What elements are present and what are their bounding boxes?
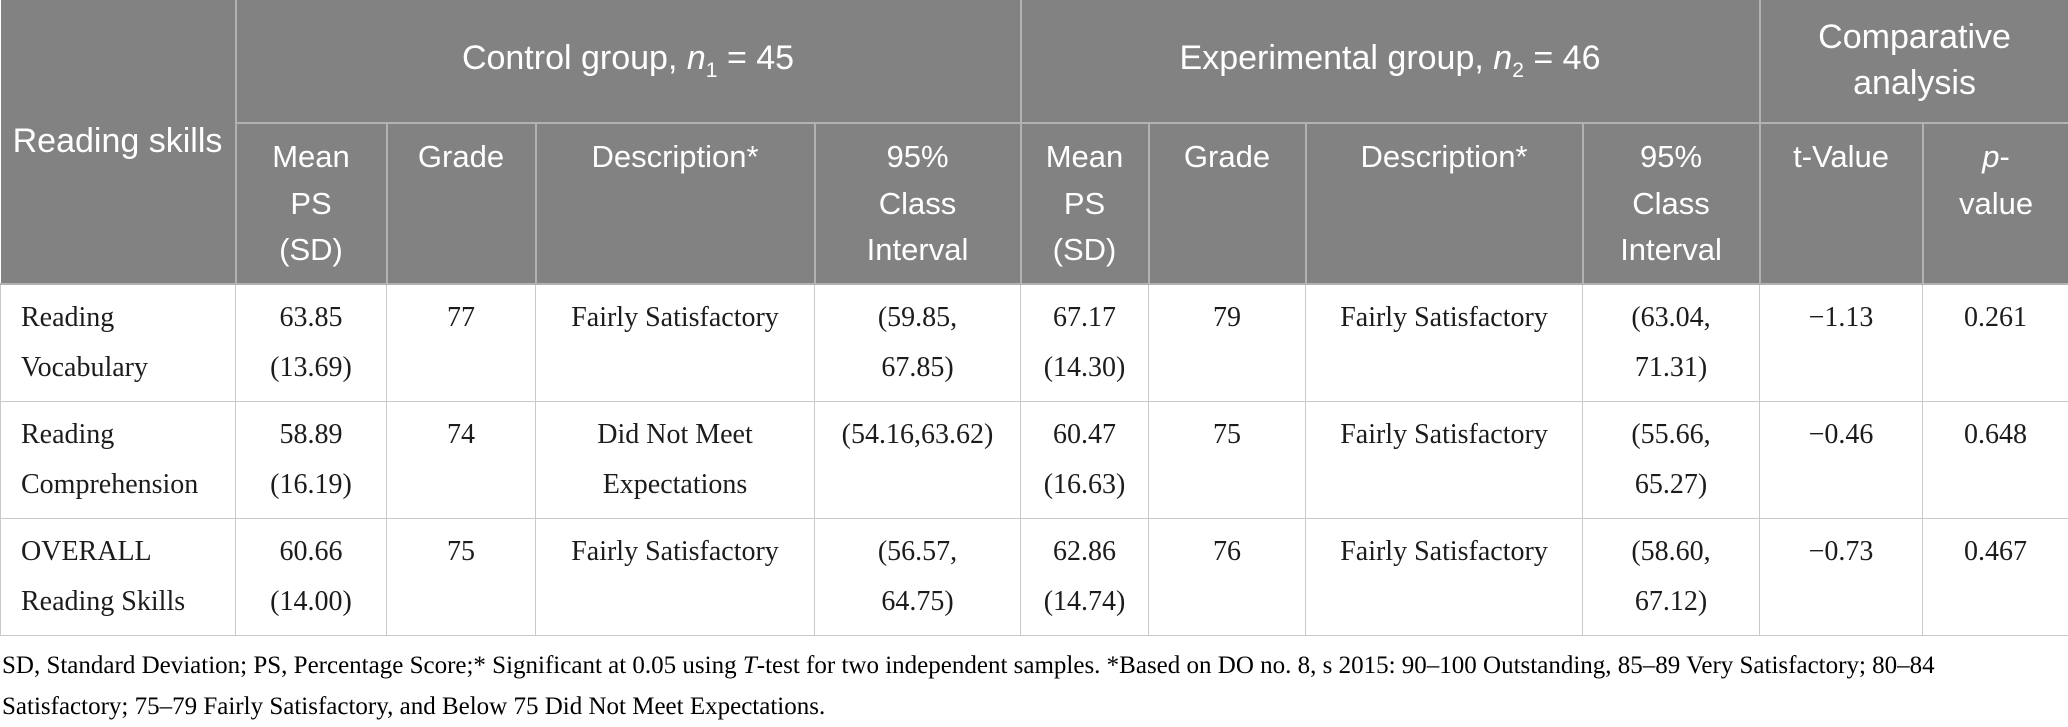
table-row-reading-vocabulary: Reading Vocabulary 63.85 (13.69) 77 Fair… — [1, 284, 2068, 402]
cell-control-description: Fairly Satisfactory — [536, 284, 815, 402]
cell-control-mean: 63.85 (13.69) — [236, 284, 387, 402]
header-reading-skills-label: Reading skills — [13, 122, 223, 160]
table-body: Reading Vocabulary 63.85 (13.69) 77 Fair… — [1, 284, 2068, 636]
italic-n: n — [687, 39, 706, 77]
header-experimental-description: Description* — [1306, 123, 1583, 284]
cell-experimental-grade: 75 — [1149, 402, 1306, 519]
header-p-value: p- value — [1923, 123, 2068, 284]
cell-experimental-mean: 62.86 (14.74) — [1021, 519, 1149, 636]
header-t-value: t-Value — [1760, 123, 1923, 284]
header-group-row: Reading skills Control group, n1 = 45 Ex… — [1, 0, 2068, 123]
header-control-grade: Grade — [387, 123, 536, 284]
header-comparative-analysis: Comparative analysis — [1760, 0, 2068, 123]
subscript-2: 2 — [1512, 59, 1524, 82]
cell-control-mean: 58.89 (16.19) — [236, 402, 387, 519]
subscript-1: 1 — [706, 59, 718, 82]
reading-skills-comparison-table: Reading skills Control group, n1 = 45 Ex… — [0, 0, 2068, 636]
cell-skill: OVERALL Reading Skills — [1, 519, 236, 636]
italic-n: n — [1493, 39, 1512, 77]
cell-t-value: −0.73 — [1760, 519, 1923, 636]
header-sub-row: Mean PS (SD) Grade Description* 95% Clas… — [1, 123, 2068, 284]
header-experimental-grade: Grade — [1149, 123, 1306, 284]
table-row-overall-reading-skills: OVERALL Reading Skills 60.66 (14.00) 75 … — [1, 519, 2068, 636]
table-row-reading-comprehension: Reading Comprehension 58.89 (16.19) 74 D… — [1, 402, 2068, 519]
cell-p-value: 0.467 — [1923, 519, 2068, 636]
table-footnote: SD, Standard Deviation; PS, Percentage S… — [0, 636, 2068, 727]
cell-experimental-grade: 76 — [1149, 519, 1306, 636]
cell-experimental-description: Fairly Satisfactory — [1306, 284, 1583, 402]
cell-t-value: −0.46 — [1760, 402, 1923, 519]
cell-experimental-mean: 60.47 (16.63) — [1021, 402, 1149, 519]
header-experimental-class-interval: 95% Class Interval — [1583, 123, 1760, 284]
header-control-group: Control group, n1 = 45 — [236, 0, 1021, 123]
cell-control-grade: 77 — [387, 284, 536, 402]
cell-skill: Reading Comprehension — [1, 402, 236, 519]
cell-control-class-interval: (56.57, 64.75) — [815, 519, 1021, 636]
cell-t-value: −1.13 — [1760, 284, 1923, 402]
cell-experimental-mean: 67.17 (14.30) — [1021, 284, 1149, 402]
table-header: Reading skills Control group, n1 = 45 Ex… — [1, 0, 2068, 284]
cell-experimental-description: Fairly Satisfactory — [1306, 519, 1583, 636]
cell-skill: Reading Vocabulary — [1, 284, 236, 402]
footnote-italic-t: T — [743, 652, 757, 679]
cell-control-grade: 74 — [387, 402, 536, 519]
cell-experimental-class-interval: (63.04, 71.31) — [1583, 284, 1760, 402]
cell-p-value: 0.648 — [1923, 402, 2068, 519]
header-experimental-mean-ps-sd: Mean PS (SD) — [1021, 123, 1149, 284]
footnote-part1: SD, Standard Deviation; PS, Percentage S… — [2, 652, 743, 679]
cell-p-value: 0.261 — [1923, 284, 2068, 402]
cell-experimental-description: Fairly Satisfactory — [1306, 402, 1583, 519]
header-reading-skills: Reading skills — [1, 0, 236, 284]
header-control-class-interval: 95% Class Interval — [815, 123, 1021, 284]
cell-experimental-class-interval: (55.66, 65.27) — [1583, 402, 1760, 519]
cell-control-description: Did Not Meet Expectations — [536, 402, 815, 519]
italic-p: p — [1982, 139, 1999, 174]
cell-experimental-grade: 79 — [1149, 284, 1306, 402]
header-experimental-group: Experimental group, n2 = 46 — [1021, 0, 1760, 123]
header-control-mean-ps-sd: Mean PS (SD) — [236, 123, 387, 284]
cell-control-class-interval: (59.85, 67.85) — [815, 284, 1021, 402]
cell-control-grade: 75 — [387, 519, 536, 636]
header-control-description: Description* — [536, 123, 815, 284]
cell-experimental-class-interval: (58.60, 67.12) — [1583, 519, 1760, 636]
cell-control-description: Fairly Satisfactory — [536, 519, 815, 636]
cell-control-mean: 60.66 (14.00) — [236, 519, 387, 636]
cell-control-class-interval: (54.16,63.62) — [815, 402, 1021, 519]
